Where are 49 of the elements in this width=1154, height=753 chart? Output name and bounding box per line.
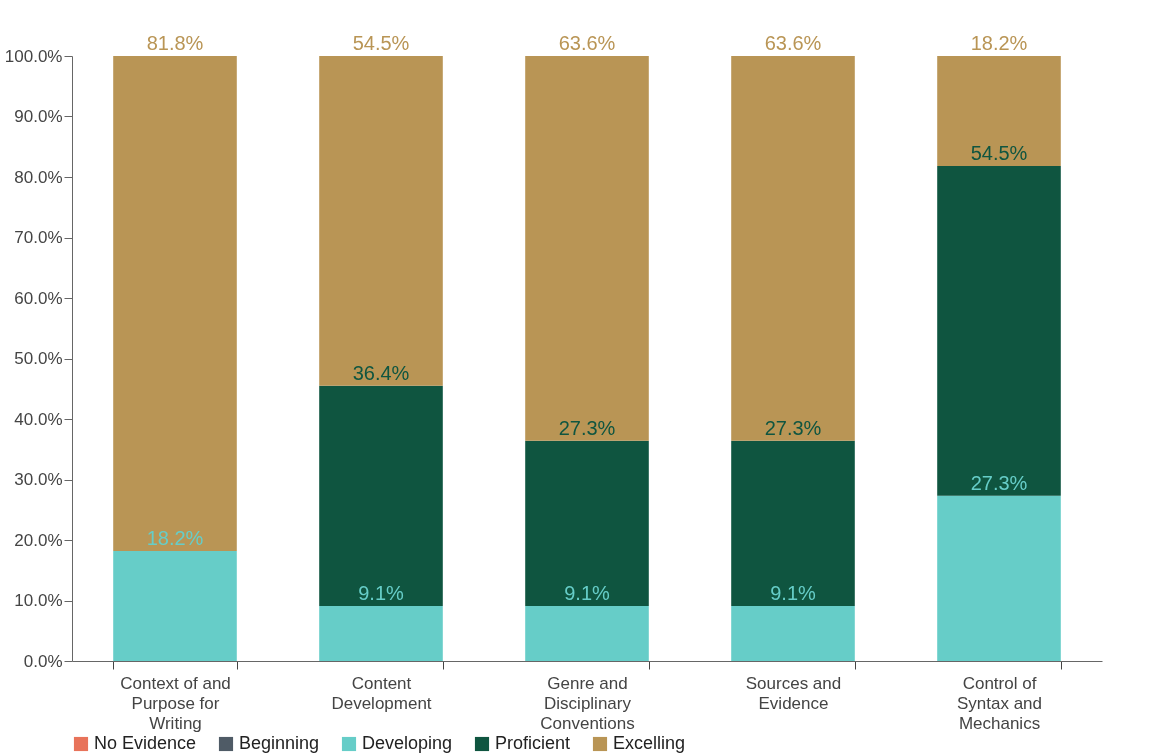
data-label: 81.8% [146,32,204,54]
data-label: 27.3% [764,416,822,439]
bar [113,550,237,661]
bar [937,166,1061,496]
data-label: 9.1% [564,581,611,604]
y-tick-label: 100.0% [4,46,63,66]
bar [937,56,1061,167]
bar [731,440,855,606]
y-tick-label: 0.0% [23,651,63,671]
data-label: 27.3% [970,471,1028,494]
bar [937,495,1061,661]
bar [319,385,443,606]
data-label: 54.5% [352,32,410,54]
y-tick-label: 50.0% [14,349,63,368]
data-label: 63.6% [764,32,822,54]
y-tick-label: 30.0% [14,470,63,489]
bar [525,605,649,661]
bar [113,56,237,551]
data-label: 9.1% [770,581,817,604]
data-label: 27.3% [558,416,616,439]
y-tick-label: 40.0% [14,409,63,429]
legend-label: No Evidence [94,733,197,753]
y-tick-label: 70.0% [14,228,63,247]
x-tick-label: Genre and Disciplinary Conventions [540,673,635,733]
x-tick-label: Sources and Evidence [745,673,842,713]
legend-label: Excelling [613,733,686,753]
data-label: 54.5% [970,142,1028,165]
bar [319,56,443,386]
y-tick-label: 90.0% [14,107,63,126]
legend-label: Beginning [239,733,320,753]
x-tick-label: Control of Syntax and Mechanics [956,673,1043,733]
legend-label: Developing [362,733,453,753]
legend-label: Proficient [495,733,571,753]
x-tick-label: Context of and Purpose for Writing [120,673,231,733]
data-label: 18.2% [146,526,204,549]
y-tick-label: 20.0% [14,530,63,550]
bar [731,605,855,661]
y-tick-label: 10.0% [14,591,63,610]
data-label: 18.2% [970,32,1028,54]
data-label: 9.1% [358,581,405,604]
x-tick-label: Content Development [331,673,432,713]
y-tick-label: 60.0% [14,288,63,308]
bar [525,56,649,441]
data-label: 36.4% [352,361,410,384]
y-tick-label: 80.0% [14,167,63,187]
bar [731,56,855,441]
data-label: 63.6% [558,32,616,54]
bar [319,605,443,661]
bar [525,440,649,606]
